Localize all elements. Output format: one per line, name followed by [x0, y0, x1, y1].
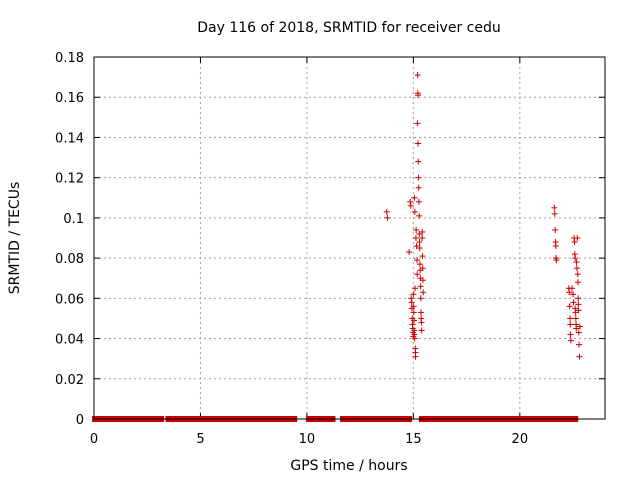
- y-tick-label: 0.14: [55, 131, 84, 146]
- data-point: [419, 253, 426, 260]
- data-point: [407, 198, 414, 205]
- data-point: [412, 235, 419, 241]
- plot-frame: [93, 56, 606, 420]
- y-tick-label: 0: [76, 413, 84, 428]
- grid-lines: [94, 57, 605, 419]
- data-point: [576, 323, 583, 330]
- data-point: [411, 194, 418, 201]
- data-point: [412, 285, 419, 292]
- data-point: [567, 315, 574, 322]
- x-tick-label: 15: [405, 432, 422, 447]
- data-point: [415, 174, 422, 181]
- data-point: [414, 120, 421, 127]
- data-point: [416, 245, 423, 252]
- data-point: [552, 226, 559, 233]
- data-point: [415, 158, 422, 165]
- data-point: [410, 309, 417, 316]
- data-point: [413, 243, 420, 250]
- data-point: [570, 291, 577, 298]
- data-points: [383, 72, 583, 360]
- data-point: [575, 301, 582, 308]
- y-tick-label: 0.08: [55, 252, 84, 267]
- data-point: [415, 140, 422, 147]
- x-tick-label: 10: [299, 432, 316, 447]
- data-point: [414, 72, 421, 79]
- data-point: [552, 243, 559, 250]
- data-point: [416, 261, 423, 268]
- tick-labels: 0 5 10 15 20 0 0.02 0.04 0.06 0.08 0.1 0.12 0.14 0.16…: [55, 51, 528, 447]
- data-point: [411, 335, 418, 342]
- data-point: [415, 92, 422, 99]
- data-point: [573, 325, 580, 332]
- y-tick-label: 0.1: [63, 212, 84, 227]
- data-point: [551, 204, 558, 211]
- data-point: [576, 341, 583, 348]
- data-point: [571, 239, 578, 246]
- data-point: [419, 277, 426, 284]
- chart-title: Day 116 of 2018, SRMTID for receiver ced…: [197, 20, 500, 36]
- data-point: [419, 265, 426, 272]
- data-point: [410, 303, 417, 310]
- data-point: [419, 228, 426, 235]
- data-point: [566, 289, 573, 296]
- data-point: [406, 249, 413, 256]
- data-point: [414, 271, 421, 278]
- data-point: [418, 309, 425, 316]
- data-point: [420, 289, 427, 296]
- y-tick-label: 0.18: [55, 51, 84, 66]
- x-tick-label: 0: [90, 432, 98, 447]
- data-point: [410, 291, 417, 298]
- data-point: [411, 317, 418, 324]
- data-point: [567, 331, 574, 338]
- data-point: [412, 349, 419, 356]
- data-point: [572, 315, 579, 322]
- y-tick-label: 0.06: [55, 292, 84, 307]
- data-point: [567, 337, 574, 344]
- data-point: [419, 235, 426, 241]
- data-point: [416, 212, 423, 219]
- x-tick-label: 5: [196, 432, 204, 447]
- data-point: [415, 184, 422, 191]
- y-tick-label: 0.02: [55, 373, 84, 388]
- data-point: [574, 279, 581, 286]
- data-point: [416, 239, 423, 246]
- data-point: [413, 226, 420, 233]
- data-point: [576, 353, 583, 360]
- data-point: [407, 202, 414, 209]
- data-point: [384, 214, 391, 221]
- y-tick-label: 0.12: [55, 172, 84, 187]
- data-point: [573, 259, 580, 266]
- data-point: [570, 299, 577, 306]
- axis-ticks: [93, 56, 605, 420]
- data-point: [417, 295, 424, 302]
- data-point: [574, 235, 581, 241]
- data-point: [575, 329, 582, 336]
- data-point: [575, 295, 582, 302]
- data-point: [575, 307, 582, 314]
- data-point: [413, 257, 420, 264]
- x-tick-label: 20: [512, 432, 529, 447]
- y-axis-title: SRMTID / TECUs: [7, 182, 23, 295]
- data-point: [551, 210, 558, 217]
- data-point: [568, 285, 575, 292]
- data-point: [573, 265, 580, 272]
- data-point: [418, 327, 425, 334]
- y-tick-label: 0.16: [55, 91, 84, 106]
- data-point: [572, 255, 579, 262]
- data-point: [411, 208, 418, 215]
- y-tick-label: 0.04: [55, 333, 84, 348]
- data-point: [408, 299, 415, 306]
- data-point: [574, 271, 581, 278]
- data-point: [383, 208, 390, 215]
- data-point: [566, 303, 573, 310]
- data-point: [415, 198, 422, 205]
- data-point: [418, 319, 425, 326]
- data-point: [567, 321, 574, 328]
- data-point: [553, 257, 560, 264]
- data-point: [417, 283, 424, 290]
- x-axis-title: GPS time / hours: [290, 458, 407, 474]
